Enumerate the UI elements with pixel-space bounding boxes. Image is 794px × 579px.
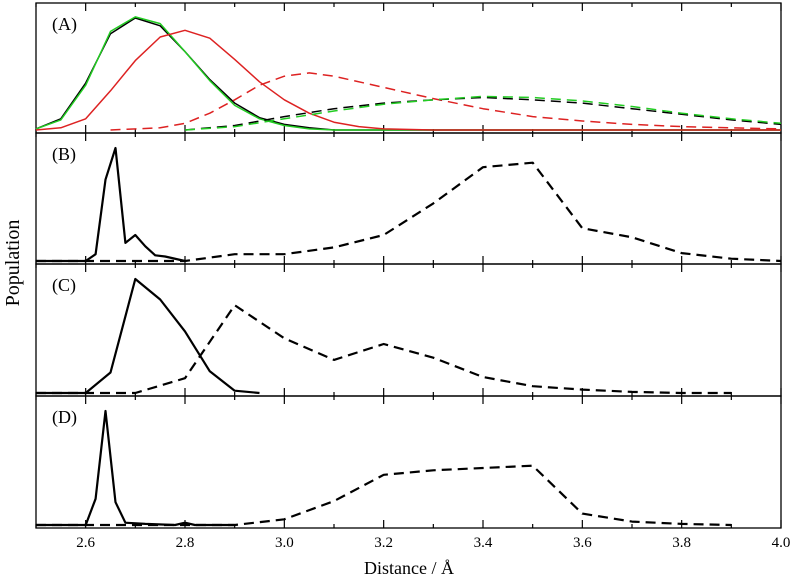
x-tick-label: 3.6 [573,535,592,551]
y-axis-label: Population [2,220,24,307]
panel-frame [35,132,782,265]
series-line [36,146,186,263]
series-line [184,96,782,131]
panel-frame [35,263,782,397]
panel-frame [35,395,782,529]
series-line [36,464,732,527]
x-tick-label: 2.8 [176,535,195,551]
series-line [35,29,781,131]
x-tick-label: 4.0 [772,535,791,551]
panels: (A) (B) (C) (D) [35,2,782,529]
series-line [35,16,781,131]
panel-label: (A) [52,14,77,35]
panel-1: (A) [35,2,782,134]
series-line [110,72,782,131]
series-line [184,95,782,131]
panel-3: (C) [35,263,782,397]
panel-2: (B) [35,132,782,265]
x-tick-label: 3.0 [275,535,294,551]
series-line [36,277,260,395]
series-line [36,409,235,527]
x-tick-label: 3.8 [672,535,691,551]
panel-label: (D) [52,407,77,428]
panel-label: (B) [52,144,76,165]
panel-4: (D) [35,395,782,529]
panel-label: (C) [52,275,76,296]
x-tick-labels: 2.6 2.8 3.0 3.2 3.4 3.6 3.8 4.0 [76,535,790,551]
series-line [36,161,782,263]
x-tick-label: 2.6 [76,535,95,551]
x-tick-label: 3.4 [474,535,493,551]
series-line [36,304,732,395]
x-axis-label: Distance / Å [364,558,454,578]
x-tick-label: 3.2 [374,535,393,551]
